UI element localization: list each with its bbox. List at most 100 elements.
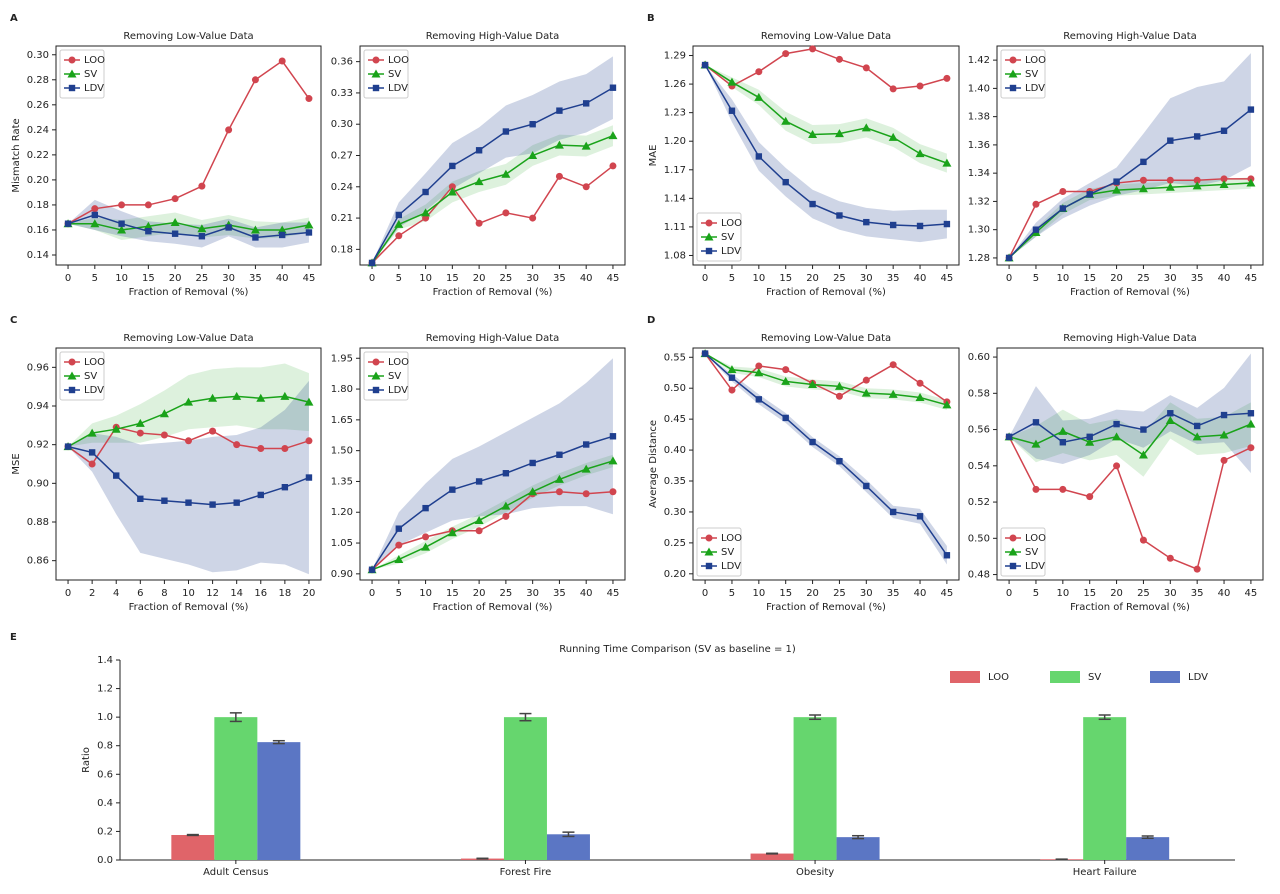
legend-label: LOO xyxy=(721,218,742,229)
x-tick-label: 30 xyxy=(860,273,873,284)
y-tick-label: 0.56 xyxy=(968,425,990,436)
x-axis-label: Fraction of Removal (%) xyxy=(129,602,249,613)
legend-label: SV xyxy=(388,69,401,80)
x-tick-label: 8 xyxy=(161,588,167,599)
y-tick-label: 0.30 xyxy=(664,507,686,518)
error-bar xyxy=(852,836,864,839)
data-point xyxy=(863,483,869,489)
data-point xyxy=(583,490,590,497)
y-tick-label: 1.4 xyxy=(97,655,113,666)
data-point xyxy=(172,231,178,237)
data-point xyxy=(1086,434,1092,440)
y-tick-label: 0.14 xyxy=(27,250,49,261)
x-tick-label: 5 xyxy=(396,273,402,284)
x-tick-label: 10 xyxy=(752,273,765,284)
data-point xyxy=(233,499,239,505)
error-bar xyxy=(187,835,199,836)
data-point xyxy=(1167,177,1174,184)
y-tick-label: 0.4 xyxy=(97,798,113,809)
y-tick-label: 1.26 xyxy=(664,79,686,90)
data-point xyxy=(185,437,192,444)
error-bar xyxy=(809,715,821,719)
data-point xyxy=(1248,106,1254,112)
error-bar xyxy=(273,741,285,744)
bar xyxy=(547,834,590,860)
bar xyxy=(257,742,300,860)
x-tick-label: 35 xyxy=(1191,273,1204,284)
data-point xyxy=(65,221,71,227)
legend-label: SV xyxy=(84,69,97,80)
legend-label: LDV xyxy=(1025,83,1045,94)
x-axis-label: Fraction of Removal (%) xyxy=(129,287,249,298)
x-tick-label: 0 xyxy=(1006,273,1012,284)
data-point xyxy=(233,441,240,448)
x-tick-label: 4 xyxy=(113,588,119,599)
data-point xyxy=(395,232,402,239)
x-axis-label: Fraction of Removal (%) xyxy=(766,287,886,298)
data-point xyxy=(1006,255,1012,261)
y-tick-label: 1.65 xyxy=(331,415,353,426)
legend-swatch xyxy=(950,671,980,683)
y-tick-label: 0.90 xyxy=(27,478,49,489)
data-point xyxy=(1113,462,1120,469)
x-tick-label: 20 xyxy=(473,588,486,599)
x-tick-label: 15 xyxy=(446,273,459,284)
data-point xyxy=(306,474,312,480)
x-tick-label: 45 xyxy=(941,588,954,599)
legend-swatch xyxy=(1050,671,1080,683)
y-axis-label: Average Distance xyxy=(648,420,659,508)
x-tick-label: 45 xyxy=(1245,588,1258,599)
y-tick-label: 0.21 xyxy=(331,213,353,224)
data-point xyxy=(1167,137,1173,143)
data-point xyxy=(890,85,897,92)
data-point xyxy=(1059,486,1066,493)
x-tick-label: 45 xyxy=(941,273,954,284)
data-point xyxy=(1113,421,1119,427)
legend-marker xyxy=(69,57,76,64)
data-point xyxy=(944,221,950,227)
data-point xyxy=(836,212,842,218)
data-point xyxy=(836,56,843,63)
data-point xyxy=(1060,439,1066,445)
y-tick-label: 1.34 xyxy=(968,168,990,179)
y-tick-label: 0.92 xyxy=(27,440,49,451)
data-point xyxy=(729,108,735,114)
legend-label: LDV xyxy=(84,83,104,94)
data-point xyxy=(279,58,286,65)
chart-title: Removing High-Value Data xyxy=(1063,333,1197,344)
x-tick-label: 25 xyxy=(500,588,513,599)
data-point xyxy=(782,179,788,185)
y-tick-label: 0.35 xyxy=(664,476,686,487)
data-point xyxy=(917,513,923,519)
data-point xyxy=(257,445,264,452)
x-tick-label: Obesity xyxy=(796,867,834,878)
data-point xyxy=(502,513,509,520)
x-tick-label: 0 xyxy=(369,588,375,599)
x-tick-label: 14 xyxy=(230,588,243,599)
data-point xyxy=(890,509,896,515)
legend-label: LDV xyxy=(388,385,408,396)
legend-label: LOO xyxy=(988,672,1009,683)
data-point xyxy=(449,486,455,492)
x-tick-label: 20 xyxy=(1110,273,1123,284)
data-point xyxy=(305,95,312,102)
data-point xyxy=(1221,412,1227,418)
legend-label: LDV xyxy=(388,83,408,94)
y-tick-label: 0.18 xyxy=(331,244,353,255)
data-point xyxy=(863,377,870,384)
x-tick-label: 40 xyxy=(1218,273,1231,284)
y-axis-label: MSE xyxy=(11,453,22,474)
x-tick-label: 40 xyxy=(580,273,593,284)
data-point xyxy=(529,121,535,127)
data-point xyxy=(503,470,509,476)
data-point xyxy=(583,183,590,190)
x-tick-label: 15 xyxy=(779,588,792,599)
data-point xyxy=(89,461,96,468)
chart-title: Running Time Comparison (SV as baseline … xyxy=(559,644,796,655)
x-tick-label: 10 xyxy=(182,588,195,599)
y-tick-label: 1.28 xyxy=(968,253,990,264)
legend-marker xyxy=(706,563,712,569)
legend-label: LOO xyxy=(1025,55,1046,66)
legend-marker xyxy=(1010,563,1016,569)
legend-marker xyxy=(373,85,379,91)
